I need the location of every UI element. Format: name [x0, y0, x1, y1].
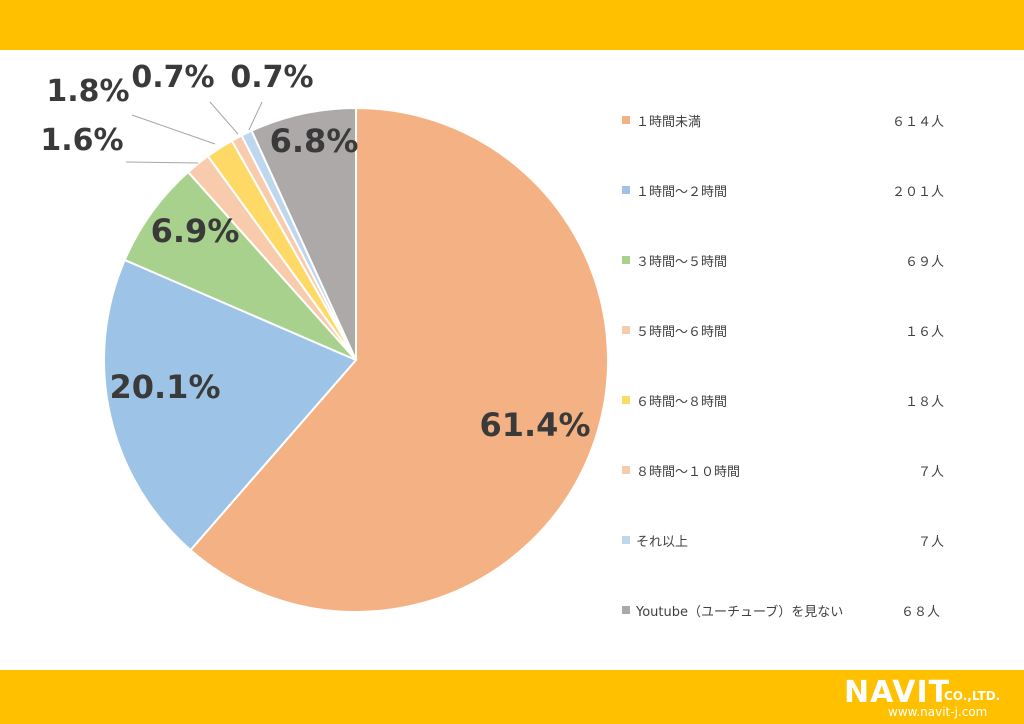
- leader-line-6: [209, 101, 239, 135]
- legend-item: ５時間～６時間 １６人: [622, 321, 984, 341]
- legend-count: １６人: [904, 325, 944, 340]
- legend-label: それ以上: [636, 535, 689, 550]
- legend-label: ５時間～６時間: [636, 325, 728, 340]
- legend-count: ６８人: [900, 605, 940, 620]
- pie-chart: 61.4%20.1%6.9%1.6%1.8% 0.7% 0.7%6.8%: [40, 60, 609, 613]
- legend-count: ７人: [917, 535, 944, 550]
- logo-url: www.navit-j.com: [888, 705, 988, 719]
- legend-item: Youtube（ユーチューブ）を見ない ６８人: [622, 601, 984, 621]
- legend-count: １８人: [904, 395, 944, 410]
- slice-label-7: 0.7%: [230, 60, 313, 95]
- legend-label: ３時間～５時間: [636, 255, 728, 270]
- legend-swatch: [622, 256, 630, 264]
- leader-line-4: [125, 161, 199, 164]
- slice-label-3: 6.9%: [151, 212, 240, 250]
- legend-swatch: [622, 326, 630, 334]
- slice-label-6: 0.7%: [131, 60, 214, 95]
- pie-slice-3: [123, 170, 357, 361]
- legend-count: ７人: [917, 465, 944, 480]
- logo-suffix: CO.,LTD.: [944, 689, 1001, 703]
- legend-swatch: [622, 186, 630, 194]
- legend-item: ８時間～１０時間 ７人: [622, 461, 984, 481]
- legend-swatch: [622, 396, 630, 404]
- leader-line-7: [248, 101, 263, 131]
- pie-slice-1: [189, 106, 609, 613]
- legend-item: １時間未満 ６１４人: [622, 111, 984, 131]
- legend-swatch: [622, 116, 630, 124]
- leader-line-5: [131, 114, 216, 145]
- slice-label-1: 61.4%: [479, 406, 590, 444]
- legend-item: それ以上 ７人: [622, 531, 984, 551]
- legend-item: １時間～２時間 ２０１人: [622, 181, 984, 201]
- bottom-banner: [0, 670, 1024, 724]
- legend-swatch: [622, 606, 630, 614]
- legend-item: ３時間～５時間 ６９人: [622, 251, 984, 271]
- legend-label: ８時間～１０時間: [636, 465, 741, 480]
- slice-label-2: 20.1%: [109, 368, 220, 406]
- legend-item: ６時間～８時間 １８人: [622, 391, 984, 411]
- pie-slice-2: [103, 258, 358, 552]
- legend-count: ２０１人: [891, 185, 944, 200]
- legend-label: １時間～２時間: [636, 185, 728, 200]
- legend-count: ６１４人: [891, 115, 944, 130]
- top-banner: [0, 0, 1024, 50]
- legend-label: ６時間～８時間: [636, 395, 728, 410]
- slice-label-4: 1.6%: [40, 123, 123, 158]
- legend-swatch: [622, 466, 630, 474]
- legend-label: Youtube（ユーチューブ）を見ない: [636, 605, 844, 620]
- legend-swatch: [622, 536, 630, 544]
- pie-slice-8: [250, 106, 357, 361]
- legend-count: ６９人: [904, 255, 944, 270]
- slice-label-5: 1.8%: [46, 74, 129, 109]
- slice-label-8: 6.8%: [270, 122, 359, 160]
- logo-text: NAVIT: [844, 675, 951, 710]
- company-logo: NAVIT CO.,LTD. www.navit-j.com: [836, 673, 1016, 721]
- legend-label: １時間未満: [636, 115, 702, 130]
